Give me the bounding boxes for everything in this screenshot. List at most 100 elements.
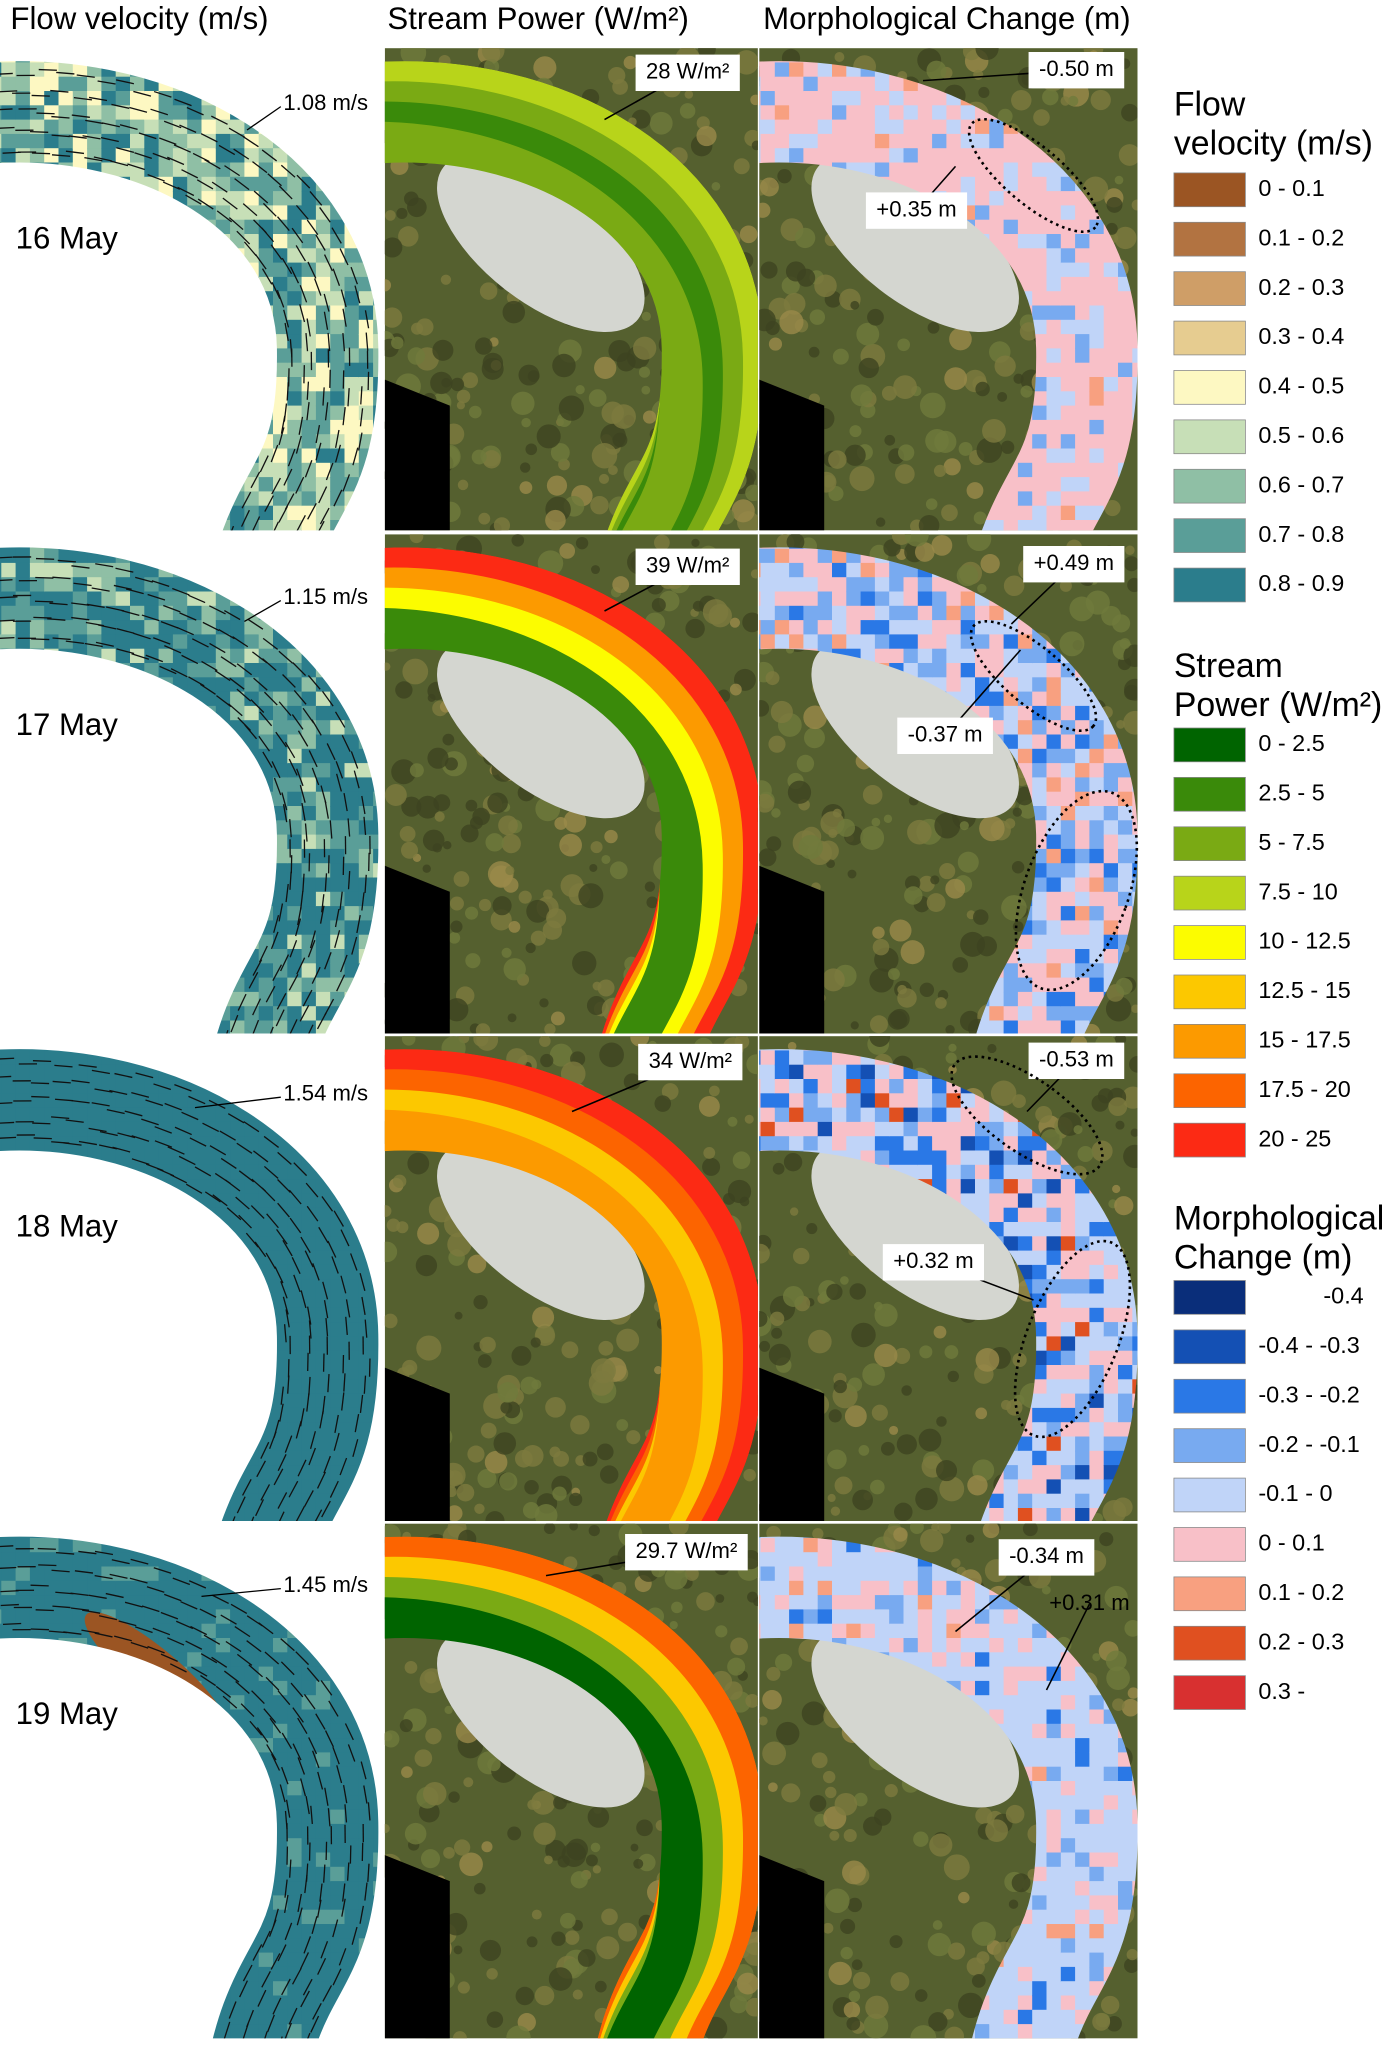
- velocity-arrow: [134, 152, 152, 159]
- velocity-arrow: [363, 1785, 368, 1804]
- velocity-arrow: [32, 1122, 51, 1125]
- legend-swatch: [1173, 1625, 1246, 1661]
- velocity-arrow: [0, 1057, 15, 1060]
- velocity-arrow: [222, 197, 238, 210]
- velocity-arrow: [163, 120, 182, 129]
- velocity-arrow: [118, 1620, 137, 1627]
- velocity-arrow: [276, 1228, 288, 1245]
- label-box: [882, 1244, 984, 1281]
- legend-swatch: [1173, 1122, 1246, 1158]
- legend-label: -0.1 - 0: [1258, 1480, 1332, 1506]
- velocity-arrow: [263, 691, 278, 706]
- velocity-arrow: [188, 1095, 206, 1105]
- velocity-arrow: [291, 1967, 302, 1985]
- legend-swatch: [1173, 925, 1246, 960]
- velocity-arrow: [351, 1926, 358, 1945]
- legend-label: 0.1 - 0.2: [1258, 224, 1344, 250]
- velocity-arrow: [175, 1620, 194, 1630]
- leader-line: [194, 1096, 281, 1109]
- label-box: [638, 1043, 743, 1081]
- velocity-arrow: [78, 1550, 97, 1555]
- velocity-arrow: [264, 1651, 280, 1665]
- velocity-arrow: [185, 194, 202, 205]
- velocity-arrow: [191, 1666, 208, 1677]
- velocity-arrow: [94, 1550, 114, 1556]
- velocity-arrow: [306, 318, 311, 337]
- velocity-arrow: [334, 930, 341, 948]
- velocity-arrow: [343, 1373, 346, 1392]
- velocity-arrow: [358, 432, 363, 451]
- velocity-arrow: [31, 94, 50, 97]
- velocity-arrow: [328, 1700, 339, 1717]
- velocity-arrow: [135, 576, 153, 583]
- velocity-arrow: [119, 124, 138, 131]
- velocity-arrow: [295, 435, 302, 454]
- velocity-arrow: [70, 1607, 90, 1611]
- velocity-arrow: [209, 605, 226, 615]
- velocity-arrow: [242, 136, 259, 148]
- velocity-arrow: [236, 663, 253, 676]
- velocity-arrow: [0, 1102, 13, 1105]
- velocity-arrow: [114, 1072, 133, 1079]
- velocity-arrow: [325, 462, 334, 481]
- velocity-arrow: [332, 268, 341, 286]
- velocity-arrow: [202, 1122, 220, 1132]
- legend-label: 0 - 2.5: [1258, 730, 1324, 756]
- velocity-arrow: [284, 1879, 288, 1898]
- velocity-arrow: [181, 1111, 199, 1121]
- label-box: [635, 548, 740, 585]
- velocity-arrow: [284, 1922, 293, 1941]
- velocity-arrow: [275, 731, 287, 748]
- velocity-arrow: [160, 620, 179, 629]
- velocity-arrow: [323, 254, 333, 272]
- legend-swatch: [1173, 221, 1246, 257]
- velocity-arrow: [38, 68, 57, 71]
- velocity-arrow: [188, 1580, 207, 1589]
- morphology-panel: [759, 534, 1138, 1034]
- velocity-arrow: [37, 1547, 56, 1550]
- velocity-arrow: [308, 1320, 312, 1339]
- velocity-arrow: [31, 152, 51, 155]
- velocity-arrow: [278, 650, 294, 664]
- velocity-arrow: [290, 266, 300, 284]
- velocity-arrow: [299, 304, 306, 323]
- velocity-arrow: [317, 1771, 324, 1790]
- velocity-arrow: [152, 152, 171, 161]
- velocity-arrow: [342, 1785, 348, 1804]
- velocity-arrow: [246, 1640, 262, 1653]
- velocity-arrow: [63, 1631, 82, 1635]
- legend-swatch: [1173, 974, 1246, 1010]
- legend-label: 5 - 7.5: [1258, 829, 1324, 855]
- velocity-arrow: [277, 1454, 287, 1471]
- velocity-arrow: [342, 333, 346, 352]
- velocity-arrow: [342, 474, 351, 492]
- highlight-ellipse: [1013, 1239, 1132, 1439]
- velocity-arrow: [0, 636, 15, 639]
- velocity-arrow: [109, 1573, 128, 1579]
- velocity-arrow: [242, 2023, 249, 2039]
- velocity-arrow: [352, 447, 359, 466]
- velocity-arrow: [51, 1569, 70, 1573]
- velocity-arrow: [141, 614, 160, 622]
- velocity-arrow: [296, 174, 311, 189]
- velocity-arrow: [49, 602, 68, 606]
- velocity-arrow: [163, 604, 181, 613]
- velocity-arrow: [278, 1511, 285, 1521]
- velocity-arrow: [332, 1919, 339, 1938]
- velocity-arrow: [315, 1713, 326, 1730]
- morphology-panel: [759, 1523, 1138, 2039]
- velocity-arrow: [282, 1239, 293, 1257]
- velocity-arrow: [73, 582, 92, 587]
- velocity-arrow: [225, 1640, 242, 1653]
- velocity-arrow: [367, 1863, 370, 1882]
- velocity-arrow: [51, 154, 71, 157]
- velocity-arrow: [271, 761, 281, 779]
- velocity-arrow: [114, 1635, 132, 1642]
- row-label: 16 May: [16, 221, 119, 256]
- velocity-arrow: [271, 1753, 281, 1771]
- legend-label: 0.7 - 0.8: [1258, 521, 1344, 547]
- velocity-field: [0, 1523, 384, 2039]
- velocity-arrow: [254, 1241, 267, 1258]
- velocity-arrow: [359, 1273, 366, 1291]
- velocity-arrow: [359, 1905, 364, 1924]
